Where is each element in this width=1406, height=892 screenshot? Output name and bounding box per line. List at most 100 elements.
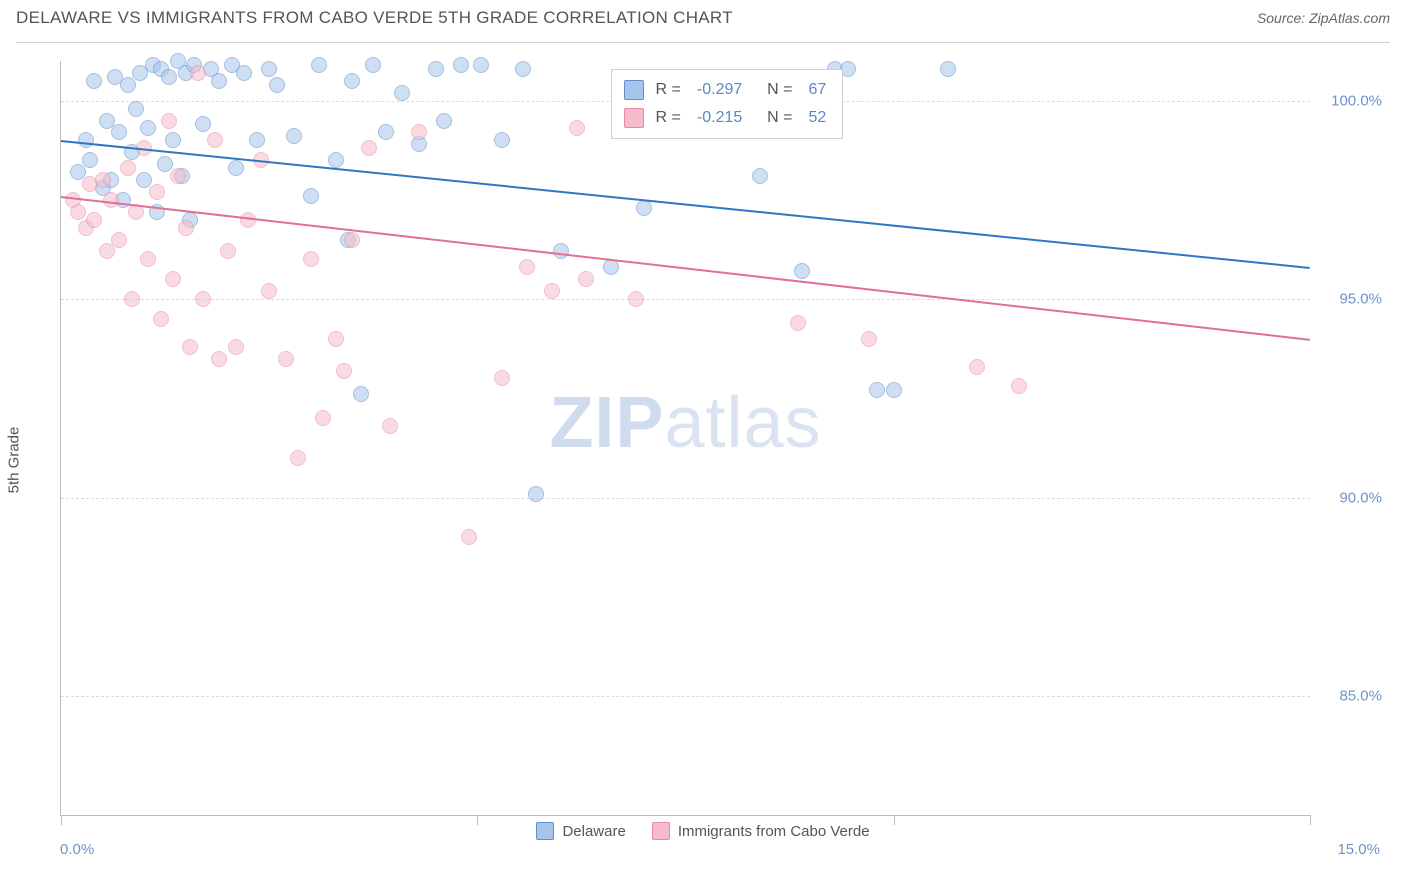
stat-n-value: 67 xyxy=(805,76,831,104)
data-point xyxy=(120,77,136,93)
data-point xyxy=(211,351,227,367)
gridline xyxy=(61,498,1310,499)
data-point xyxy=(207,132,223,148)
data-point xyxy=(752,168,768,184)
data-point xyxy=(111,124,127,140)
data-point xyxy=(111,232,127,248)
data-point xyxy=(128,101,144,117)
data-point xyxy=(473,57,489,73)
data-point xyxy=(140,120,156,136)
data-point xyxy=(544,283,560,299)
data-point xyxy=(603,259,619,275)
data-point xyxy=(161,69,177,85)
data-point xyxy=(382,418,398,434)
data-point xyxy=(190,65,206,81)
y-tick-label: 95.0% xyxy=(1318,291,1382,308)
data-point xyxy=(261,283,277,299)
data-point xyxy=(794,263,810,279)
data-point xyxy=(428,61,444,77)
watermark-bold: ZIP xyxy=(549,383,664,463)
data-point xyxy=(303,188,319,204)
data-point xyxy=(336,363,352,379)
data-point xyxy=(103,192,119,208)
legend-item: Delaware xyxy=(536,822,625,840)
data-point xyxy=(1011,378,1027,394)
source-attribution: Source: ZipAtlas.com xyxy=(1257,10,1390,26)
trend-line xyxy=(61,140,1310,269)
data-point xyxy=(886,382,902,398)
chart-title: DELAWARE VS IMMIGRANTS FROM CABO VERDE 5… xyxy=(16,8,733,28)
data-point xyxy=(236,65,252,81)
data-point xyxy=(436,113,452,129)
data-point xyxy=(261,61,277,77)
data-point xyxy=(124,291,140,307)
data-point xyxy=(315,410,331,426)
chart-header: DELAWARE VS IMMIGRANTS FROM CABO VERDE 5… xyxy=(0,0,1406,34)
gridline xyxy=(61,696,1310,697)
legend-swatch xyxy=(536,822,554,840)
y-axis-label: 5th Grade xyxy=(6,426,23,493)
data-point xyxy=(411,124,427,140)
data-point xyxy=(153,311,169,327)
data-point xyxy=(165,132,181,148)
data-point xyxy=(494,370,510,386)
data-point xyxy=(195,116,211,132)
data-point xyxy=(790,315,806,331)
legend-swatch xyxy=(624,108,644,128)
data-point xyxy=(578,271,594,287)
data-point xyxy=(344,232,360,248)
legend-item: Immigrants from Cabo Verde xyxy=(652,822,870,840)
data-point xyxy=(361,140,377,156)
stat-r-value: -0.215 xyxy=(693,104,746,132)
data-point xyxy=(869,382,885,398)
stats-row: R = -0.297 N = 67 xyxy=(624,76,831,104)
data-point xyxy=(569,120,585,136)
y-tick-label: 85.0% xyxy=(1318,687,1382,704)
y-tick-label: 90.0% xyxy=(1318,489,1382,506)
data-point xyxy=(303,251,319,267)
data-point xyxy=(178,220,194,236)
y-tick-label: 100.0% xyxy=(1318,92,1382,109)
stat-r-label: R = xyxy=(656,76,681,104)
stat-n-label: N = xyxy=(758,76,792,104)
data-point xyxy=(220,243,236,259)
gridline xyxy=(61,299,1310,300)
stats-row: R = -0.215 N = 52 xyxy=(624,104,831,132)
data-point xyxy=(170,168,186,184)
data-point xyxy=(861,331,877,347)
data-point xyxy=(120,160,136,176)
watermark-light: atlas xyxy=(664,383,821,463)
x-axis-max-label: 15.0% xyxy=(1337,841,1380,858)
data-point xyxy=(86,73,102,89)
data-point xyxy=(195,291,211,307)
data-point xyxy=(311,57,327,73)
data-point xyxy=(82,152,98,168)
data-point xyxy=(78,132,94,148)
data-point xyxy=(278,351,294,367)
data-point xyxy=(628,291,644,307)
data-point xyxy=(249,132,265,148)
data-point xyxy=(969,359,985,375)
data-point xyxy=(519,259,535,275)
data-point xyxy=(328,331,344,347)
legend: Delaware Immigrants from Cabo Verde xyxy=(16,822,1390,840)
plot-area: ZIPatlas 85.0%90.0%95.0%100.0%R = -0.297… xyxy=(60,61,1310,816)
stat-r-value: -0.297 xyxy=(693,76,746,104)
chart-container: 5th Grade ZIPatlas 85.0%90.0%95.0%100.0%… xyxy=(16,42,1390,876)
data-point xyxy=(636,200,652,216)
data-point xyxy=(95,172,111,188)
data-point xyxy=(269,77,285,93)
data-point xyxy=(378,124,394,140)
stat-n-label: N = xyxy=(758,104,792,132)
data-point xyxy=(344,73,360,89)
data-point xyxy=(86,212,102,228)
legend-label: Delaware xyxy=(562,823,625,840)
data-point xyxy=(182,339,198,355)
legend-swatch xyxy=(652,822,670,840)
data-point xyxy=(553,243,569,259)
data-point xyxy=(228,339,244,355)
data-point xyxy=(149,184,165,200)
data-point xyxy=(161,113,177,129)
stats-box: R = -0.297 N = 67R = -0.215 N = 52 xyxy=(611,69,844,139)
data-point xyxy=(353,386,369,402)
